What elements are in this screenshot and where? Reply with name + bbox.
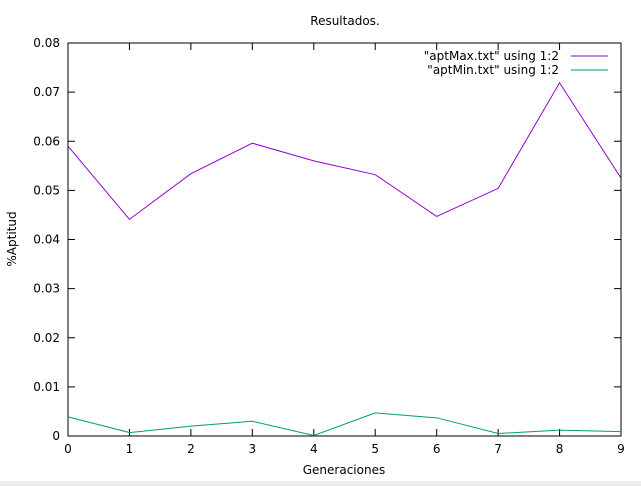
legend: "aptMax.txt" using 1:2"aptMin.txt" using…: [424, 49, 608, 77]
legend-label-2: "aptMin.txt" using 1:2: [427, 63, 559, 77]
x-tick-label: 5: [371, 442, 379, 456]
y-tick-label: 0.01: [33, 380, 60, 394]
y-tick-label: 0.05: [33, 183, 60, 197]
series-line-2: [67, 412, 622, 437]
x-tick-label: 9: [617, 442, 625, 456]
y-tick-label: 0.06: [33, 134, 60, 148]
y-axis-label: %Aptitud: [5, 211, 19, 266]
x-axis-label: Generaciones: [303, 463, 385, 477]
y-axis-ticks: 0 0.01 0.02 0.03 0.04 0.05 0.06 0.07 0.08: [33, 36, 621, 443]
y-tick-label: 0.08: [33, 36, 60, 50]
x-tick-label: 6: [433, 442, 441, 456]
x-tick-label: 4: [310, 442, 318, 456]
status-bar: [0, 481, 641, 486]
x-tick-label: 8: [556, 442, 564, 456]
chart-title: Resultados.: [310, 14, 379, 28]
x-tick-label: 0: [64, 442, 72, 456]
x-tick-label: 3: [249, 442, 257, 456]
series-layer: [67, 81, 622, 437]
y-tick-label: 0.04: [33, 233, 60, 247]
y-tick-label: 0.07: [33, 85, 60, 99]
x-tick-label: 1: [126, 442, 134, 456]
plot-border: [67, 42, 622, 437]
x-axis-ticks: 0 1 2 3 4 5 6 7 8 9: [64, 43, 625, 456]
series-line-1: [67, 81, 622, 221]
y-tick-label: 0.03: [33, 282, 60, 296]
x-tick-label: 2: [187, 442, 195, 456]
x-tick-label: 7: [494, 442, 502, 456]
legend-label-1: "aptMax.txt" using 1:2: [424, 49, 559, 63]
y-tick-label: 0: [52, 429, 60, 443]
y-tick-label: 0.02: [33, 331, 60, 345]
